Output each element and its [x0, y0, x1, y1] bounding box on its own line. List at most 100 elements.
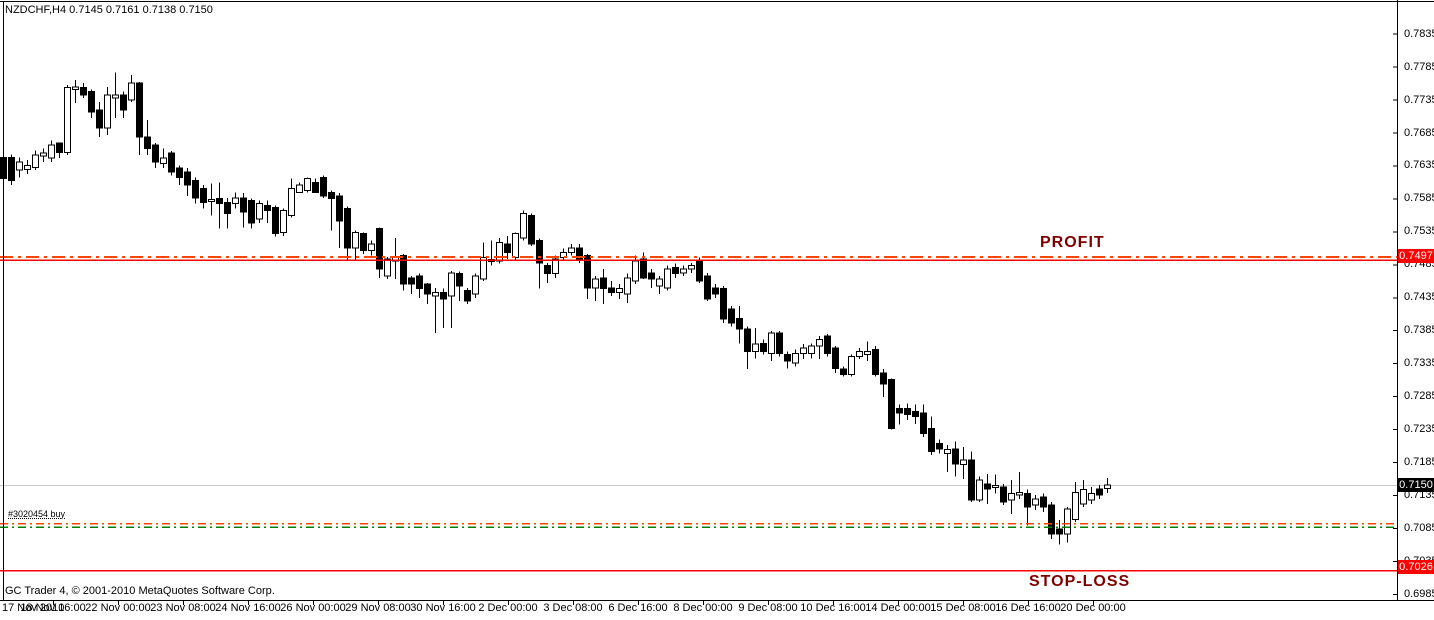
time-label: 17 Nov 2010 — [2, 602, 65, 614]
candle-bear — [840, 368, 847, 375]
candle-bull — [568, 247, 575, 253]
candle-bull — [496, 242, 503, 262]
candle-bear — [136, 82, 143, 138]
order-buy-label[interactable]: #3020454 buy — [8, 509, 66, 519]
candle-bear — [264, 205, 271, 211]
candle-bear — [456, 273, 463, 287]
candle-bear — [968, 459, 975, 501]
candle-bull — [560, 251, 567, 259]
candle-bear — [176, 167, 183, 178]
candle-bull — [944, 448, 951, 454]
candle-bull — [1072, 491, 1079, 520]
candle-bull — [256, 203, 263, 220]
candle-bear — [80, 87, 87, 96]
candle-bear — [1056, 528, 1063, 535]
candle-bull — [280, 209, 287, 234]
candle-bull — [752, 343, 759, 352]
candle-bull — [160, 157, 167, 164]
candle-bear — [504, 243, 511, 253]
time-label: 22 Nov 00:00 — [85, 602, 151, 614]
candle-bull — [592, 278, 599, 289]
time-label: 14 Dec 00:00 — [865, 602, 931, 614]
candle-bear — [576, 247, 583, 260]
candle-bear — [416, 275, 423, 290]
candle-bear — [776, 332, 783, 354]
candle-bear — [952, 448, 959, 465]
candle-bear — [272, 207, 279, 234]
time-label: 24 Nov 16:00 — [215, 602, 281, 614]
candle-bull — [48, 144, 55, 159]
candle-bull — [680, 268, 687, 274]
candle-bear — [168, 152, 175, 173]
time-label: 26 Nov 00:00 — [280, 602, 346, 614]
candle-bull — [1064, 508, 1071, 535]
candle-bear — [312, 182, 319, 193]
candle-bull — [632, 260, 639, 282]
time-label: 29 Nov 08:00 — [345, 602, 411, 614]
candle-bull — [768, 332, 775, 354]
time-label: 15 Dec 08:00 — [930, 602, 996, 614]
candle-bear — [704, 275, 711, 300]
candle-bear — [152, 144, 159, 163]
candle-bull — [792, 352, 799, 364]
time-label: 16 Dec 16:00 — [995, 602, 1061, 614]
candle-bull — [304, 178, 311, 192]
candle-bear — [440, 292, 447, 300]
candle-bull — [960, 459, 967, 466]
candle-bear — [880, 372, 887, 385]
candle-bear — [608, 287, 615, 294]
candle-bear — [696, 260, 703, 282]
candle-bear — [720, 288, 727, 320]
candle-bull — [480, 257, 487, 280]
copyright-text: GC Trader 4, © 2001-2010 MetaQuotes Soft… — [5, 585, 275, 597]
candle-bull — [1016, 491, 1023, 496]
candle-bull — [64, 87, 71, 153]
candle-bull — [848, 356, 855, 375]
candle-bull — [448, 272, 455, 297]
candle-bear — [216, 197, 223, 205]
candle-bear — [96, 109, 103, 129]
candle-bull — [864, 350, 871, 356]
candle-bear — [872, 348, 879, 375]
candle-bear — [928, 427, 935, 452]
candle-bear — [536, 240, 543, 264]
candle-bear — [744, 328, 751, 352]
candle-bull — [384, 258, 391, 277]
candle-bull — [1032, 498, 1039, 506]
candle-bear — [200, 188, 207, 203]
candle-bear — [984, 483, 991, 490]
candle-bull — [664, 268, 671, 289]
candle-bear — [400, 255, 407, 285]
candle-bear — [600, 277, 607, 290]
candle-bull — [72, 86, 79, 91]
candle-bull — [616, 288, 623, 294]
candle-bull — [32, 154, 39, 168]
stop-loss-line-label[interactable]: STOP-LOSS — [1029, 573, 1131, 590]
candle-bear — [672, 267, 679, 275]
candle-bear — [1024, 493, 1031, 508]
candle-bull — [112, 94, 119, 99]
candle-bull — [624, 277, 631, 295]
candle-bear — [760, 342, 767, 352]
candle-bear — [192, 180, 199, 199]
candle-bull — [1088, 493, 1095, 501]
candle-bull — [808, 345, 815, 354]
candle-bull — [24, 164, 31, 170]
candle-bull — [232, 197, 239, 205]
candle-bear — [328, 191, 335, 199]
candle-bear — [904, 408, 911, 416]
candle-bull — [472, 275, 479, 295]
candle-bear — [640, 258, 647, 279]
candle-bear — [528, 215, 535, 245]
candle-bear — [1096, 488, 1103, 496]
candle-bear — [376, 228, 383, 270]
time-axis[interactable]: 17 Nov 2010 18 Nov 16:00 22 Nov 00:00 23 No… — [0, 601, 1434, 619]
candle-bull — [992, 485, 999, 489]
candle-bear — [120, 94, 127, 111]
candle-bull — [432, 292, 439, 297]
profit-line-label[interactable]: PROFIT — [1040, 234, 1105, 251]
candle-bear — [824, 335, 831, 354]
candle-bear — [320, 176, 327, 197]
